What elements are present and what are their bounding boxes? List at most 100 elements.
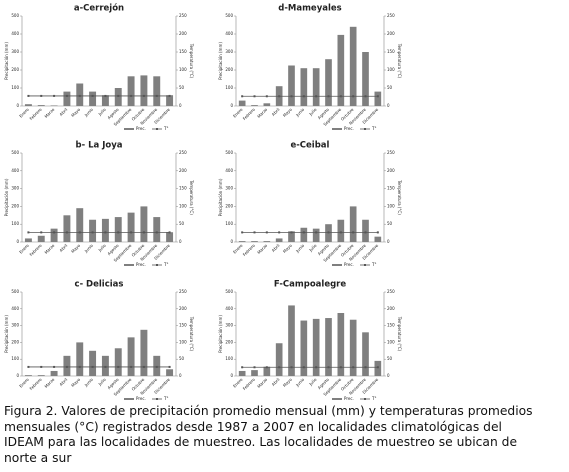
y-tick-label: 200 xyxy=(11,339,19,344)
y-tick-label: 300 xyxy=(11,49,19,54)
y2-tick-label: 0 xyxy=(179,373,182,378)
x-tick-label: Febrero xyxy=(28,106,43,121)
precipitation-bar xyxy=(153,355,161,376)
precipitation-bar xyxy=(89,91,97,106)
temperature-marker xyxy=(91,94,94,97)
y2-tick-label: 250 xyxy=(179,289,187,294)
y2-tick-label: 100 xyxy=(387,203,395,208)
precipitation-bar xyxy=(312,318,320,376)
legend-label: Prec. xyxy=(344,126,354,131)
y-tick-label: 500 xyxy=(11,13,19,18)
precipitation-bar xyxy=(140,329,148,376)
temperature-marker xyxy=(53,94,56,97)
legend-label: T° xyxy=(371,396,376,401)
legend-swatch xyxy=(332,264,342,266)
precipitation-bar xyxy=(127,337,135,376)
precipitation-bar xyxy=(76,208,84,242)
precipitation-bar xyxy=(153,217,161,242)
legend-swatch xyxy=(124,264,134,266)
precipitation-bar xyxy=(238,241,246,242)
precipitation-bar xyxy=(63,355,71,376)
precipitation-bar xyxy=(101,218,109,242)
temperature-marker xyxy=(104,365,107,368)
y-axis-label: Precipitación (mm) xyxy=(4,315,9,353)
temperature-marker xyxy=(352,231,355,234)
x-tick-label: Mayo xyxy=(70,242,82,254)
y2-tick-label: 50 xyxy=(387,356,393,361)
y-tick-label: 500 xyxy=(225,150,233,155)
x-tick-label: Julio xyxy=(97,106,108,117)
y-axis-label: Precipitación (mm) xyxy=(218,42,223,80)
x-tick-label: Febrero xyxy=(242,376,257,391)
temperature-marker xyxy=(302,231,305,234)
temperature-marker xyxy=(130,365,133,368)
legend-label: T° xyxy=(371,126,376,131)
x-tick-label: Junio xyxy=(83,376,95,388)
chart-panel: e-Ceibal 0 100 200 300 400 500 0 50 100 150 200 250 P… xyxy=(218,141,402,268)
legend-label: T° xyxy=(163,262,168,267)
y-tick-label: 300 xyxy=(225,323,233,328)
precipitation-bar xyxy=(114,217,122,242)
y-tick-label: 400 xyxy=(225,306,233,311)
temperature-marker xyxy=(253,366,256,369)
temperature-marker xyxy=(78,365,81,368)
precipitation-bar xyxy=(24,238,32,242)
legend-label: T° xyxy=(371,262,376,267)
precipitation-bar xyxy=(300,68,308,106)
y2-tick-label: 250 xyxy=(387,150,395,155)
x-tick-label: Abril xyxy=(271,377,281,387)
temperature-marker xyxy=(376,231,379,234)
x-tick-label: Julio xyxy=(307,242,318,253)
precipitation-bar xyxy=(337,219,345,242)
precipitation-bar xyxy=(251,370,258,376)
y-axis-label: Precipitación (mm) xyxy=(4,178,9,216)
y-tick-label: 300 xyxy=(225,49,233,54)
caption-line: mensuales (°C) registrados desde 1987 a … xyxy=(4,419,502,434)
y2-tick-label: 150 xyxy=(179,186,187,191)
precipitation-bar xyxy=(349,319,357,376)
temperature-marker xyxy=(27,365,30,368)
precipitation-bar xyxy=(76,342,84,376)
y-tick-label: 0 xyxy=(230,103,233,108)
precipitation-bar xyxy=(362,52,369,106)
precipitation-bar xyxy=(127,76,135,106)
precipitation-bar xyxy=(288,231,295,242)
temperature-marker xyxy=(278,231,281,234)
temperature-marker xyxy=(155,231,158,234)
y2-tick-label: 250 xyxy=(387,289,395,294)
precipitation-bar xyxy=(89,350,97,376)
y2-tick-label: 200 xyxy=(387,168,395,173)
legend-label: T° xyxy=(163,126,168,131)
legend-swatch xyxy=(332,398,342,400)
x-tick-label: Junio xyxy=(294,242,306,254)
temperature-marker xyxy=(40,365,43,368)
x-tick-label: Julio xyxy=(307,106,318,117)
precipitation-bar xyxy=(37,105,45,106)
temperature-marker xyxy=(352,366,355,369)
y-tick-label: 0 xyxy=(16,103,19,108)
y2-tick-label: 100 xyxy=(179,67,187,72)
x-tick-label: Marzo xyxy=(256,376,268,388)
x-tick-label: Mayo xyxy=(70,106,82,118)
temperature-marker xyxy=(364,366,367,369)
x-tick-label: Febrero xyxy=(28,242,43,257)
x-tick-label: Marzo xyxy=(43,376,55,388)
precipitation-bar xyxy=(337,34,345,106)
y2-tick-label: 200 xyxy=(179,31,187,36)
temperature-marker xyxy=(376,366,379,369)
y2-tick-label: 100 xyxy=(387,67,395,72)
precipitation-bar xyxy=(63,215,71,242)
precipitation-bar xyxy=(251,241,258,242)
temperature-marker xyxy=(27,231,30,234)
y-tick-label: 100 xyxy=(225,221,233,226)
y2-tick-label: 50 xyxy=(179,221,185,226)
precipitation-bar xyxy=(166,232,174,242)
precipitation-bar xyxy=(312,228,320,242)
y-tick-label: 500 xyxy=(225,13,233,18)
precipitation-bar xyxy=(114,348,122,376)
x-tick-label: Mayo xyxy=(282,242,294,254)
precipitation-bar xyxy=(288,65,295,106)
x-tick-label: Febrero xyxy=(242,242,257,257)
precipitation-bar xyxy=(140,75,148,106)
y2-tick-label: 250 xyxy=(179,150,187,155)
